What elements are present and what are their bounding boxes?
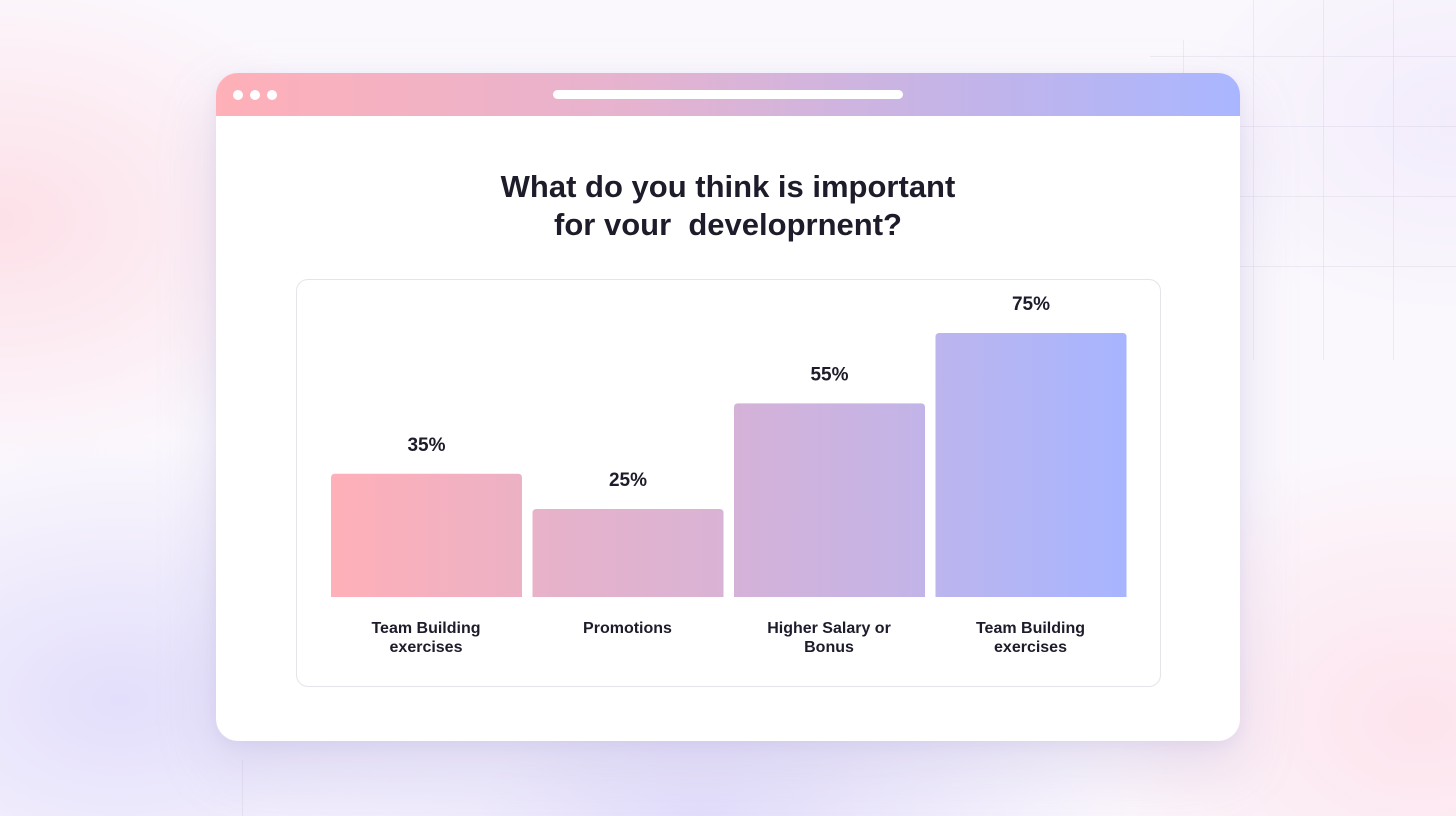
category-label-line: Promotions: [583, 620, 672, 637]
bar: [331, 473, 522, 597]
category-label-line: Bonus: [804, 639, 854, 656]
category-label-line: exercises: [994, 639, 1067, 656]
bar-value-label: 35%: [407, 435, 445, 456]
chart-title-line-1: What do you think is important: [500, 169, 956, 204]
bar-value-label: 55%: [810, 364, 848, 385]
bg-grid-line: [242, 760, 243, 816]
bar: [532, 509, 724, 597]
window-titlebar: [216, 73, 1240, 116]
bar-value-label: 75%: [1012, 294, 1050, 315]
bar: [935, 333, 1127, 597]
category-label: Team Building exercises: [331, 619, 521, 657]
category-label-line: Team Building: [371, 620, 481, 637]
bg-grid-line: [1150, 126, 1456, 127]
bg-grid-line: [1323, 0, 1324, 360]
bg-grid-line: [1150, 196, 1456, 197]
bg-grid-line: [1150, 266, 1456, 267]
browser-window: What do you think is important for vour …: [216, 73, 1240, 741]
bg-grid-line: [1253, 0, 1254, 360]
category-label-line: Team Building: [975, 620, 1086, 637]
bar: [734, 403, 925, 597]
chart-title: What do you think is important for vour …: [216, 168, 1240, 244]
bg-grid-line: [1393, 0, 1394, 360]
window-dot-icon[interactable]: [267, 90, 277, 100]
window-dot-icon[interactable]: [250, 90, 260, 100]
category-label: Promotions: [533, 619, 723, 638]
chart-title-line-2: for vour developrnent?: [554, 207, 902, 242]
chart-panel: 35% 25% 55% 75% Team Building exercises Promo…: [296, 279, 1161, 687]
bar-chart: 35% 25% 55% 75%: [331, 294, 1127, 597]
address-bar[interactable]: [553, 90, 903, 99]
window-dot-icon[interactable]: [233, 90, 243, 100]
category-label: Higher Salary or Bonus: [734, 619, 924, 657]
bg-grid-line: [1150, 56, 1456, 57]
category-label-line: exercises: [389, 639, 463, 656]
category-label-line: Higher Salary or: [767, 620, 891, 637]
bar-value-label: 25%: [609, 470, 647, 491]
category-label: Team Building exercises: [936, 619, 1126, 657]
